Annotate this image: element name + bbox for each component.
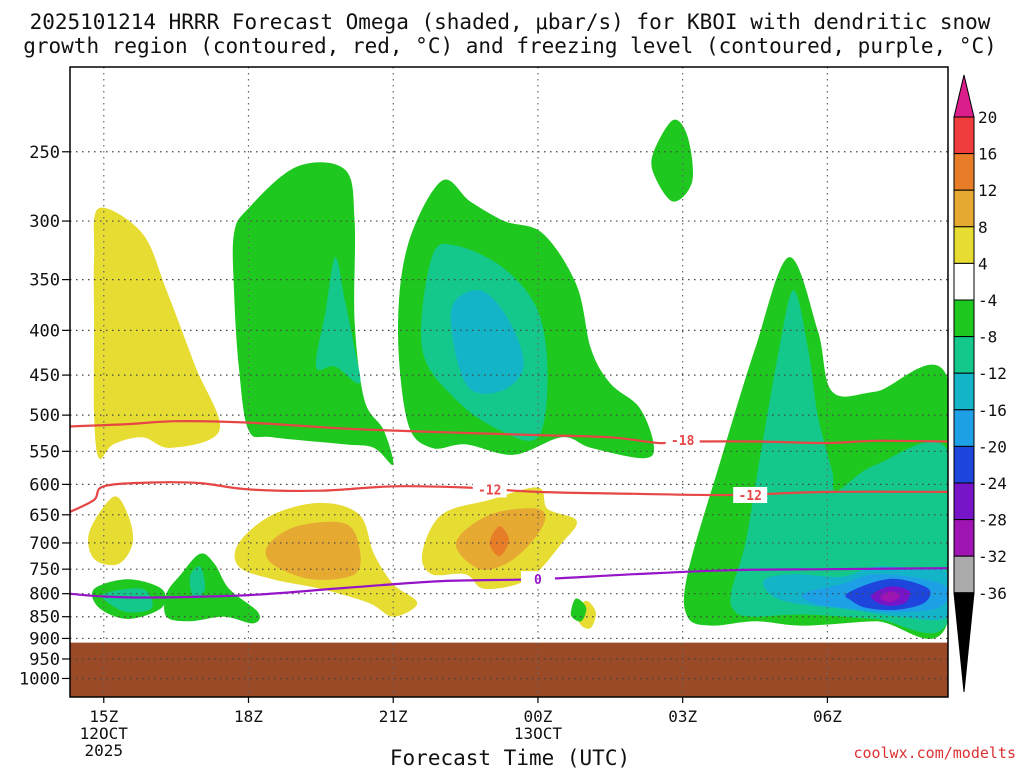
y-tick-label: 700 xyxy=(29,534,60,554)
y-tick-label: 300 xyxy=(29,212,60,232)
y-tick-label: 550 xyxy=(29,442,60,462)
y-tick-label: 850 xyxy=(29,608,60,628)
y-axis: 2503003504004505005506006507007508008509… xyxy=(19,143,70,689)
contour-line--18 xyxy=(70,420,948,445)
omega-region-4 xyxy=(93,207,221,460)
colorbar-swatch xyxy=(953,336,975,374)
omega-region--12 xyxy=(450,290,524,394)
x-axis-label: Forecast Time (UTC) xyxy=(390,746,630,768)
colorbar-label: -24 xyxy=(978,474,1007,493)
colorbar-label: -16 xyxy=(978,401,1007,420)
colorbar-bottom-arrow xyxy=(953,592,975,693)
colorbar-swatch xyxy=(953,226,975,264)
colorbar-swatch xyxy=(953,445,975,484)
colorbar-label: 20 xyxy=(978,108,997,127)
contour-label-0: 0 xyxy=(534,573,542,588)
colorbar-swatch xyxy=(953,189,975,228)
temperature-contours: -18 -12 -12 0 xyxy=(70,420,948,599)
credit-text: coolwx.com/modelts xyxy=(853,744,1016,762)
terrain-ground-fill xyxy=(70,642,948,697)
x-tick-date: 12OCT xyxy=(80,724,129,743)
x-tick-date: 13OCT xyxy=(514,724,563,743)
omega-region--28 xyxy=(880,591,900,603)
colorbar-label: -12 xyxy=(978,364,1007,383)
y-tick-label: 350 xyxy=(29,271,60,291)
colorbar-label: -4 xyxy=(978,291,997,310)
omega-region--8 xyxy=(315,257,361,384)
y-tick-label: 650 xyxy=(29,506,60,526)
x-tick-label: 00Z xyxy=(523,707,552,726)
contour-label-bg xyxy=(520,571,555,588)
x-tick-label: 03Z xyxy=(668,707,697,726)
colorbar-swatch xyxy=(953,519,975,557)
contour-label-bg xyxy=(733,487,768,504)
plot-area: -18 -12 -12 0 xyxy=(70,67,948,697)
contour-line-0 xyxy=(70,567,948,599)
omega-shaded-regions xyxy=(88,119,948,639)
y-tick-label: 900 xyxy=(29,629,60,649)
y-tick-label: 500 xyxy=(29,406,60,426)
grid-lines xyxy=(70,67,948,697)
omega-region--4 xyxy=(232,162,394,466)
contour-label--12: -12 xyxy=(738,489,761,504)
x-tick-label: 15Z xyxy=(89,707,118,726)
colorbar-swatch xyxy=(953,262,975,301)
x-tick-year: 2025 xyxy=(85,741,124,760)
colorbar-label: -28 xyxy=(978,511,1007,530)
colorbar-label: 8 xyxy=(978,218,988,237)
contour-label-bg xyxy=(472,481,507,498)
colorbar-label: -32 xyxy=(978,547,1007,566)
omega-region-4 xyxy=(88,496,134,566)
colorbar-legend: 20 16 12 8 4 -4 -8 -12 -16 -20 -24 -28 -32 -36 xyxy=(953,74,1007,693)
chart-title-line-1: 2025101214 HRRR Forecast Omega (shaded, … xyxy=(30,10,991,34)
omega-region--4 xyxy=(164,553,260,624)
colorbar-label: -36 xyxy=(978,584,1007,603)
chart-title-line-2: growth region (contoured, red, °C) and f… xyxy=(23,34,997,58)
omega-region-8 xyxy=(265,521,361,580)
colorbar-swatch xyxy=(953,555,975,594)
omega-region--8 xyxy=(189,566,206,599)
omega-region--8 xyxy=(730,290,948,634)
plot-frame xyxy=(69,66,949,698)
y-tick-label: 250 xyxy=(29,143,60,163)
y-tick-label: 950 xyxy=(29,650,60,670)
x-tick-label: 18Z xyxy=(234,707,263,726)
y-tick-label: 600 xyxy=(29,475,60,495)
colorbar-top-arrow xyxy=(953,74,975,118)
colorbar-label: 16 xyxy=(978,145,997,164)
colorbar-label: 12 xyxy=(978,181,997,200)
x-tick-label: 06Z xyxy=(813,707,842,726)
y-tick-label: 400 xyxy=(29,321,60,341)
omega-region-12 xyxy=(489,526,509,557)
colorbar-swatch xyxy=(953,116,975,155)
colorbar-swatch xyxy=(953,153,975,191)
contour-label--18: -18 xyxy=(671,434,695,449)
x-tick-label: 21Z xyxy=(379,707,408,726)
omega-region--4 xyxy=(570,598,587,622)
colorbar-swatch xyxy=(953,409,975,447)
contour-line--12 xyxy=(70,481,948,513)
y-tick-label: 450 xyxy=(29,366,60,386)
omega-region--8 xyxy=(101,588,153,613)
contour-label-bg xyxy=(665,432,700,449)
colorbar-swatch xyxy=(953,372,975,411)
colorbar-label: -20 xyxy=(978,437,1007,456)
colorbar-label: -8 xyxy=(978,328,997,347)
colorbar-swatch xyxy=(953,482,975,521)
colorbar-label: 4 xyxy=(978,254,988,273)
contour-label--12: -12 xyxy=(478,483,501,498)
colorbar-swatch xyxy=(953,299,975,338)
y-tick-label: 800 xyxy=(29,585,60,605)
y-tick-label: 750 xyxy=(29,560,60,580)
y-tick-label: 1000 xyxy=(19,669,60,689)
